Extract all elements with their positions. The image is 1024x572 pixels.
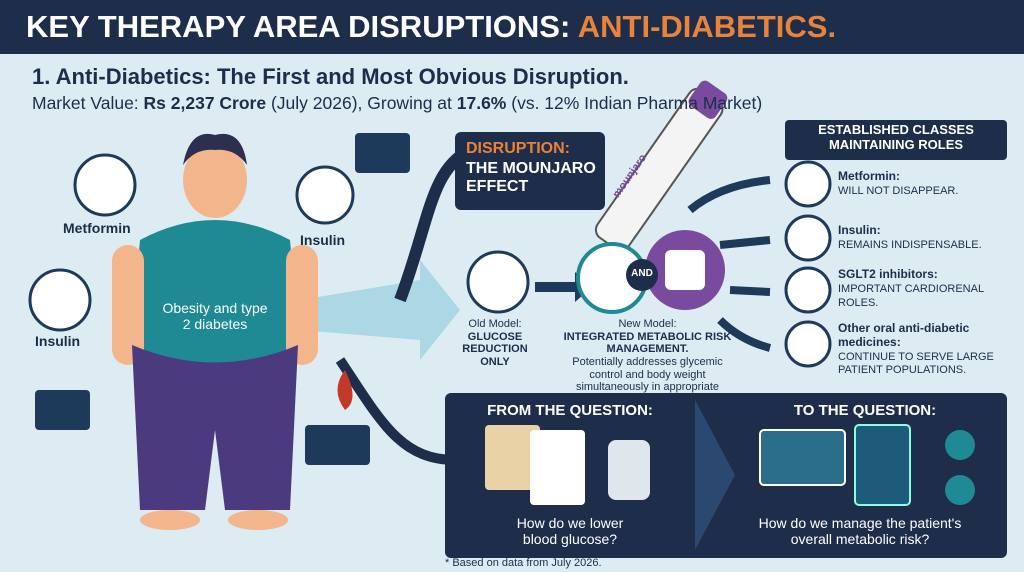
title-text: KEY THERAPY AREA DISRUPTIONS:	[26, 9, 578, 44]
icons	[28, 133, 410, 465]
new-model: New Model: INTEGRATED METABOLIC RISK MANA…	[555, 318, 740, 406]
market-comparison: (vs. 12% Indian Pharma Market)	[506, 93, 763, 113]
icon-label: Metformin	[63, 220, 131, 236]
class-name: Metformin:	[838, 169, 900, 183]
footnote: * Based on data from July 2026.	[445, 557, 602, 569]
scale-icon	[665, 250, 705, 290]
new-model-label: New Model:	[618, 318, 677, 330]
arrows	[687, 176, 772, 352]
header-box	[785, 120, 1007, 160]
new-model-note: Potentially addresses glycemic control a…	[572, 355, 723, 406]
class-role: CONTINUE TO SERVE LARGE PATIENT POPULATI…	[838, 350, 994, 377]
old-model-text: GLUCOSE REDUCTION ONLY	[462, 330, 528, 368]
class-name: SGLT2 inhibitors:	[838, 267, 938, 281]
class-item: Other oral anti-diabetic medicines: CONTI…	[838, 321, 1013, 377]
subtitle: 1. Anti-Diabetics: The First and Most Ob…	[32, 64, 629, 89]
figure-label: Obesity and type 2 diabetes	[162, 300, 268, 333]
disruption-box	[455, 132, 605, 210]
arrow	[335, 357, 456, 465]
from-label: FROM THE QUESTION:	[487, 402, 653, 419]
new-model-text: INTEGRATED METABOLIC RISK MANAGEMENT.	[563, 330, 732, 356]
to-text: How do we manage the patient's overall m…	[758, 515, 962, 548]
market-growth: 17.6%	[456, 93, 507, 113]
icon-label: Insulin	[35, 333, 81, 349]
established-title: ESTABLISHED CLASSES MAINTAINING ROLES	[818, 122, 974, 152]
class-item: Insulin: REMAINS INDISPENSABLE.	[838, 223, 1008, 252]
class-item: Metformin: WILL NOT DISAPPEAR.	[838, 169, 1008, 198]
market-prefix: Market Value:	[32, 93, 144, 113]
market-date: (July 2026), Growing at	[266, 93, 457, 113]
to-label: TO THE QUESTION:	[793, 402, 937, 419]
market-value: Rs 2,237 Crore	[143, 93, 267, 113]
class-role: IMPORTANT CARDIORENAL ROLES.	[838, 282, 984, 309]
from-text: How do we lower blood glucose?	[516, 515, 624, 548]
class-name: Insulin:	[838, 223, 881, 237]
person	[112, 133, 318, 530]
and-badge	[626, 259, 658, 291]
title-highlight: ANTI-DIABETICS.	[577, 9, 837, 44]
class-item: SGLT2 inhibitors: IMPORTANT CARDIORENAL R…	[838, 267, 1008, 309]
market-line: Market Value: Rs 2,237 Crore (July 2026)…	[32, 93, 762, 113]
class-role: REMAINS INDISPENSABLE.	[838, 238, 982, 251]
icon-label: Insulin	[300, 232, 346, 248]
class-role: WILL NOT DISAPPEAR.	[838, 184, 959, 197]
old-model-label: Old Model:	[468, 318, 522, 330]
disruption-label: DISRUPTION:	[466, 140, 570, 157]
chevron	[695, 400, 735, 550]
class-name: Other oral anti-diabetic medicines:	[838, 321, 970, 349]
arrow	[300, 260, 460, 360]
title-bar	[0, 0, 1024, 54]
old-model: Old Model: GLUCOSE REDUCTION ONLY	[450, 318, 540, 369]
glucometer-icon	[466, 250, 530, 314]
class-icons	[784, 160, 832, 368]
question-icons	[485, 424, 975, 506]
title: KEY THERAPY AREA DISRUPTIONS: ANTI-DIABE…	[26, 9, 836, 45]
disruption-title: THE MOUNJARO EFFECT	[466, 160, 596, 196]
and-label: AND	[631, 268, 653, 279]
